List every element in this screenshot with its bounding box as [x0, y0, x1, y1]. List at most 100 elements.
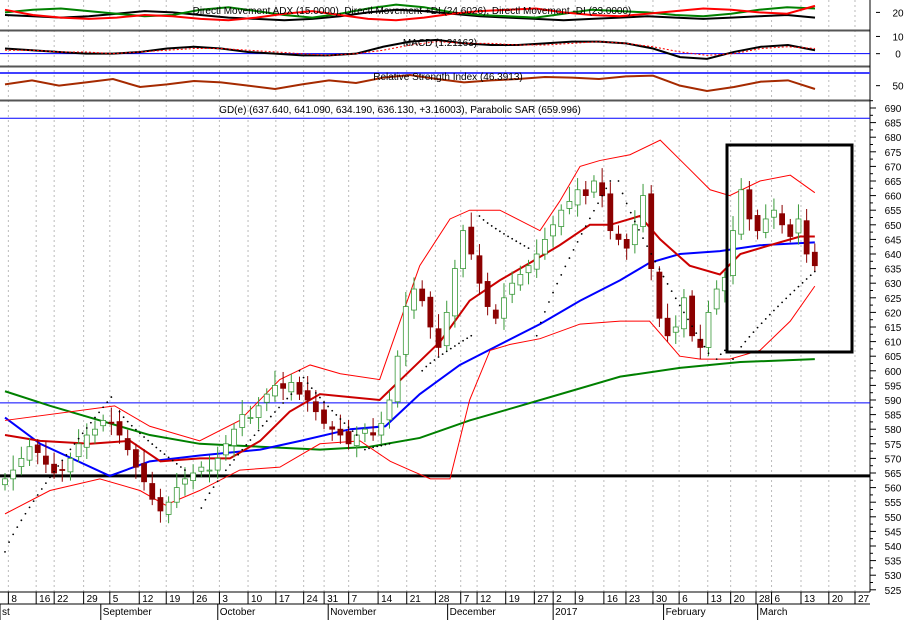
sar-dot: [515, 240, 518, 243]
sar-dot: [163, 453, 166, 456]
x-tick-label: 7: [352, 594, 358, 605]
x-tick-label: 27: [858, 594, 870, 605]
x-tick-label: 24: [307, 594, 319, 605]
sar-dot: [560, 274, 563, 276]
x-tick-label: 2: [556, 594, 562, 605]
sar-dot: [327, 405, 330, 408]
x-tick-label: 28: [438, 594, 450, 605]
sar-dot: [629, 211, 632, 214]
sar-dot: [781, 301, 783, 304]
sar-dot: [715, 358, 718, 361]
dmi-series-line: [4, 4, 816, 22]
sar-dot: [40, 488, 43, 490]
x-tick-label: 20: [734, 594, 746, 605]
y-tick-label: 550: [885, 513, 902, 524]
candle-body: [263, 393, 270, 403]
sar-dot: [478, 215, 481, 217]
sar-dot: [261, 424, 264, 427]
sar-dot: [212, 486, 215, 489]
x-tick-label: 23: [629, 594, 641, 605]
sar-dot: [20, 519, 23, 522]
x-tick-label: 29: [87, 594, 99, 605]
candle-body: [664, 317, 671, 337]
x-tick-label: 13: [804, 594, 816, 605]
x-tick-label: 6: [682, 594, 688, 605]
dmi-series-line: [4, 8, 816, 22]
candle-body: [509, 282, 516, 295]
candle-body: [811, 251, 818, 267]
x-tick-label: 28: [759, 594, 771, 605]
candle-body: [394, 355, 401, 403]
candle-body: [198, 466, 205, 472]
sar-dot: [241, 448, 244, 451]
candle-body: [615, 233, 622, 240]
sar-dot: [617, 180, 620, 182]
candle-body: [124, 438, 131, 451]
x-tick-label: 14: [381, 594, 393, 605]
x-tick-label: 30: [656, 594, 668, 605]
y-tick-label: 610: [885, 338, 902, 349]
month-label: March: [760, 607, 788, 618]
candle-body: [460, 230, 466, 269]
month-label: st: [2, 607, 10, 618]
sar-dot: [588, 217, 591, 220]
x-tick-label: 9: [578, 594, 584, 605]
y-tick-label: 635: [885, 265, 902, 276]
sar-dot: [237, 453, 240, 456]
month-label: February: [666, 607, 706, 618]
main-title: GD(e) (637.640, 641.090, 634.190, 636.13…: [219, 105, 581, 116]
sar-dot: [674, 297, 677, 300]
y-tick-label: 575: [885, 440, 902, 451]
sar-dot: [699, 338, 702, 341]
sar-dot: [421, 369, 424, 372]
dmi-title: Directl Movement ADX (15.0000), Directl …: [193, 6, 632, 17]
sar-dot: [110, 396, 113, 398]
sar-dot: [511, 237, 514, 240]
candle-body: [100, 420, 107, 427]
sar-dot: [805, 278, 808, 280]
candle-body: [280, 383, 287, 389]
sar-dot: [576, 240, 579, 243]
candle-body: [427, 296, 434, 328]
candle-body: [689, 295, 696, 337]
candle-body: [730, 230, 736, 277]
macd-series-line: [5, 41, 816, 56]
sar-dot: [257, 429, 260, 432]
x-tick-label: 21: [410, 594, 422, 605]
candle-body: [672, 326, 679, 333]
sar-dot: [707, 352, 710, 355]
candle-body: [75, 443, 82, 458]
sar-dot: [339, 418, 342, 420]
sar-dot: [89, 421, 92, 424]
y-tick-label: 640: [885, 250, 902, 261]
sar-dot: [347, 426, 350, 429]
sar-dot: [683, 311, 685, 314]
candle-body: [362, 428, 368, 434]
sar-dot: [151, 443, 154, 445]
sar-dot: [319, 396, 321, 399]
y-tick-label: 680: [885, 133, 902, 144]
candle-body: [795, 218, 802, 234]
candle-body: [18, 457, 25, 467]
sar-dot: [454, 345, 456, 347]
candle-body: [321, 409, 327, 424]
x-tick-label: 8: [11, 594, 17, 605]
sar-dot: [179, 466, 182, 468]
candle-body: [558, 209, 565, 227]
sar-dot: [208, 492, 211, 495]
x-tick-label: 16: [607, 594, 619, 605]
sar-dot: [159, 449, 162, 452]
x-tick-label: 13: [711, 594, 723, 605]
sar-dot: [306, 382, 309, 384]
sar-dot: [740, 345, 743, 348]
overlay-line: [4, 358, 815, 451]
sar-dot: [351, 430, 354, 433]
candle-body: [623, 238, 630, 249]
sar-dot: [605, 187, 608, 190]
candle-body: [43, 455, 49, 465]
sar-dot: [278, 406, 280, 409]
sar-dot: [764, 318, 767, 320]
candle-body: [501, 297, 507, 319]
annotation-box: [725, 143, 854, 354]
candle-body: [525, 265, 532, 274]
